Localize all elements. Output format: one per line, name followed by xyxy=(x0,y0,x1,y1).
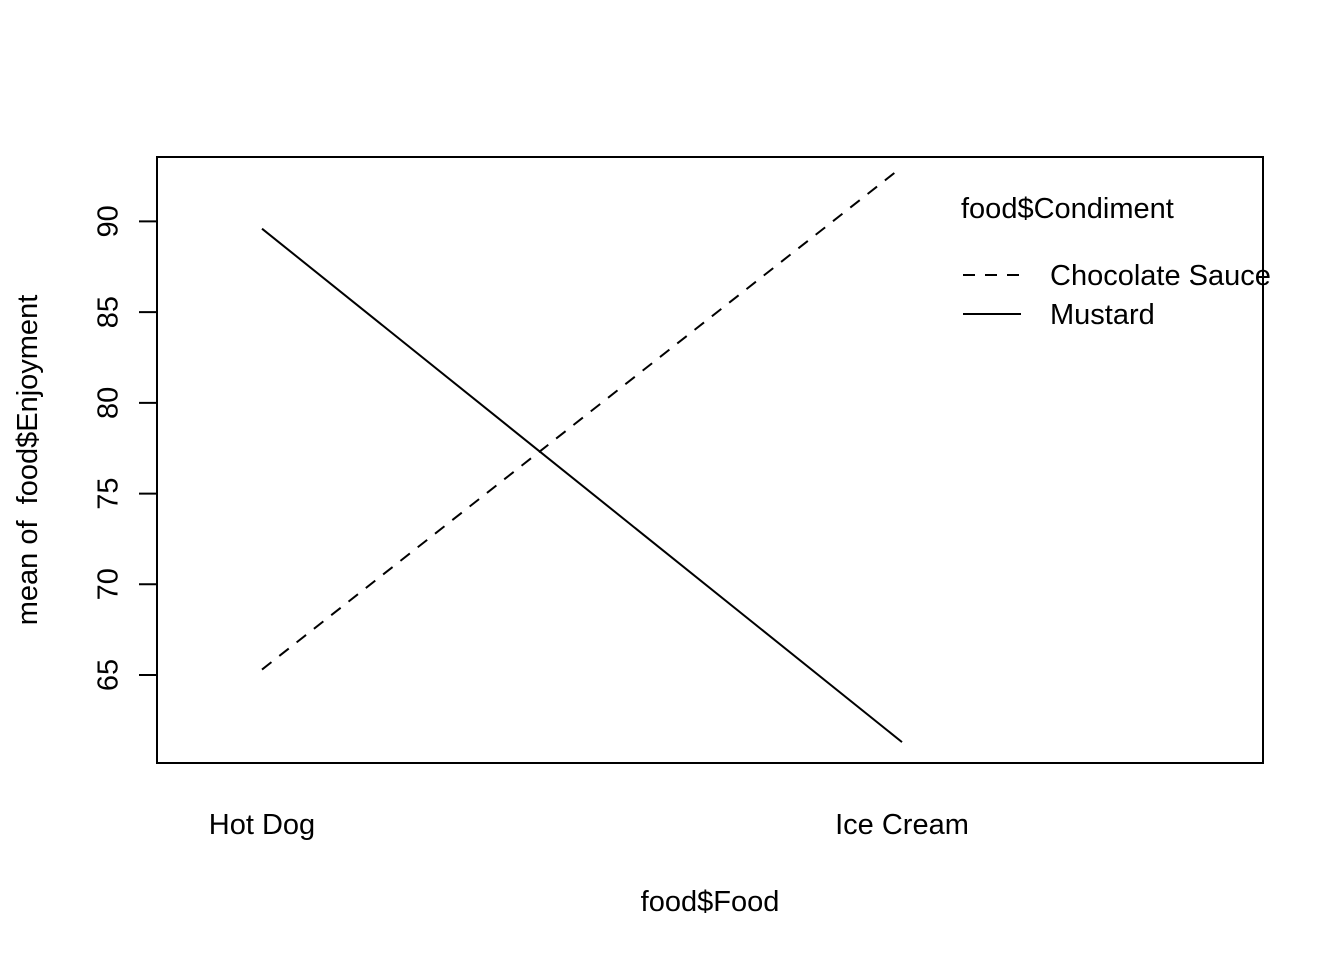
x-axis-tick-labels: Hot Dog Ice Cream xyxy=(209,809,969,841)
y-axis-label: mean of food$Enjoyment xyxy=(12,295,44,625)
series-line-chocolate-sauce xyxy=(261,166,903,671)
x-tick-label: Hot Dog xyxy=(209,809,315,841)
legend-entries: Chocolate Sauce Mustard xyxy=(963,260,1271,331)
x-tick-label: Ice Cream xyxy=(835,809,969,841)
legend-label: Mustard xyxy=(1050,299,1155,331)
y-tick-label: 75 xyxy=(93,477,125,509)
y-tick-label: 90 xyxy=(93,205,125,237)
legend: food$Condiment Chocolate Sauce Mustard xyxy=(961,193,1271,331)
plot-frame xyxy=(156,156,1264,764)
series-lines xyxy=(261,166,903,743)
y-tick-label: 80 xyxy=(93,387,125,419)
y-tick-label: 70 xyxy=(93,568,125,600)
y-tick-label: 65 xyxy=(93,659,125,691)
y-tick-label: 85 xyxy=(93,296,125,328)
x-axis-label: food$Food xyxy=(641,886,780,918)
series-line-mustard xyxy=(261,227,903,743)
legend-label: Chocolate Sauce xyxy=(1050,260,1271,292)
legend-title: food$Condiment xyxy=(961,193,1174,225)
y-axis: 65 70 75 80 85 90 xyxy=(93,205,158,691)
